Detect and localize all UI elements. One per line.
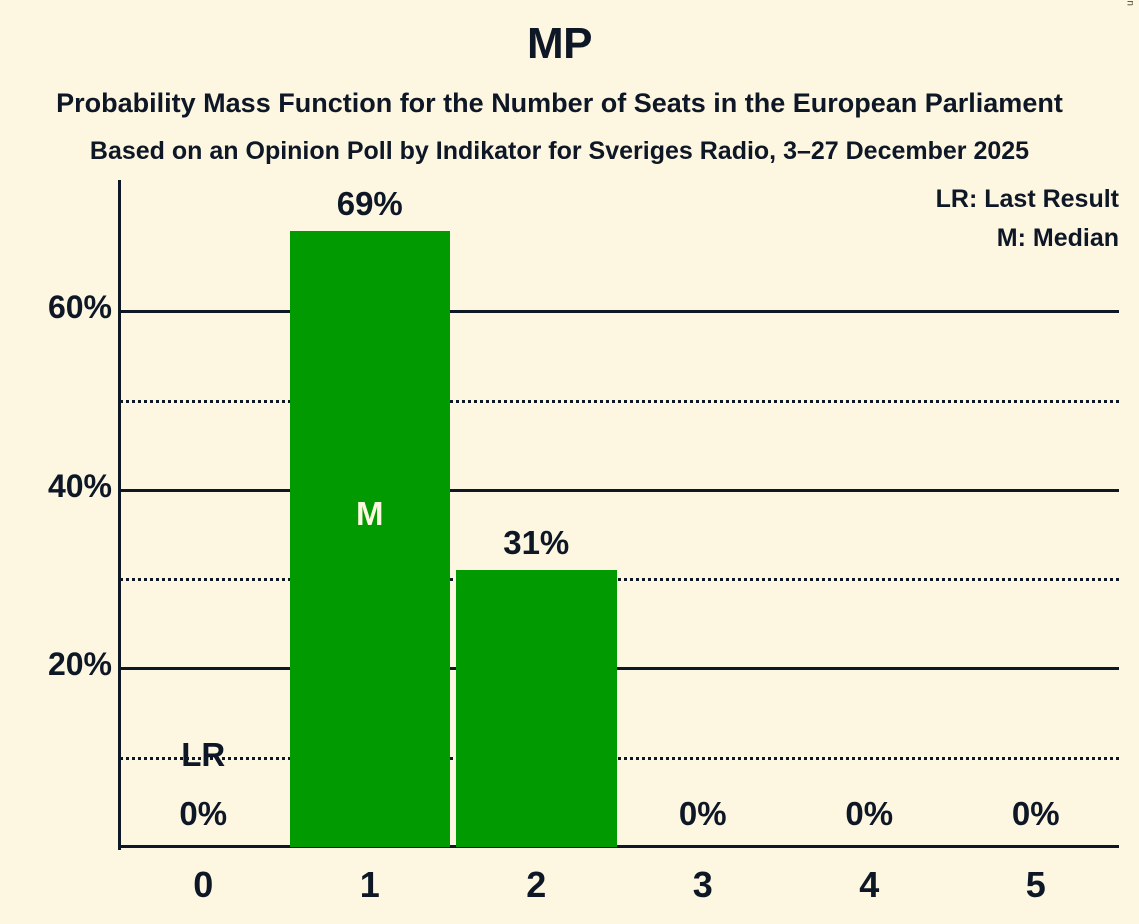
y-axis-tick-label: 20%	[47, 646, 112, 683]
y-axis-tick-label: 40%	[47, 467, 112, 504]
last-result-marker: LR	[181, 735, 226, 773]
x-axis-tick-label: 2	[526, 864, 547, 905]
x-axis-tick-label: 5	[1025, 864, 1046, 905]
chart-subtitle: Probability Mass Function for the Number…	[56, 88, 1063, 118]
gridline-solid	[120, 667, 1119, 671]
y-axis-tick-label: 60%	[47, 289, 112, 326]
x-axis-tick-label: 4	[859, 864, 880, 905]
bar-value-label: 0%	[1011, 795, 1060, 832]
bar-value-label: 31%	[503, 524, 570, 562]
chart-title: MP	[527, 19, 593, 68]
bar-value-label: 0%	[179, 795, 228, 832]
chart-source-caption: Based on an Opinion Poll by Indikator fo…	[89, 137, 1030, 165]
legend-median: M: Median	[996, 224, 1119, 252]
gridline-solid	[120, 310, 1119, 314]
bar	[456, 570, 617, 847]
gridline-dotted	[120, 578, 1119, 582]
gridline-dotted	[120, 756, 1119, 760]
legend-last-result: LR: Last Result	[935, 185, 1119, 213]
x-axis-tick-label: 3	[692, 864, 713, 905]
bar-value-label: 69%	[336, 184, 403, 222]
median-marker: M	[356, 494, 384, 532]
y-axis-line	[118, 180, 121, 850]
bar-value-label: 0%	[678, 795, 727, 832]
bar-value-label: 0%	[845, 795, 894, 832]
gridline-dotted	[120, 399, 1119, 403]
x-axis-tick-label: 0	[193, 864, 214, 905]
x-axis-tick-label: 1	[359, 864, 380, 905]
bar	[289, 230, 450, 847]
gridline-solid	[120, 488, 1119, 492]
copyright-notice: © 2026 Filip van Laenen	[1121, 0, 1137, 166]
x-axis-line	[118, 845, 1119, 848]
copyright-text: © 2026 Filip van Laenen	[1125, 0, 1136, 6]
